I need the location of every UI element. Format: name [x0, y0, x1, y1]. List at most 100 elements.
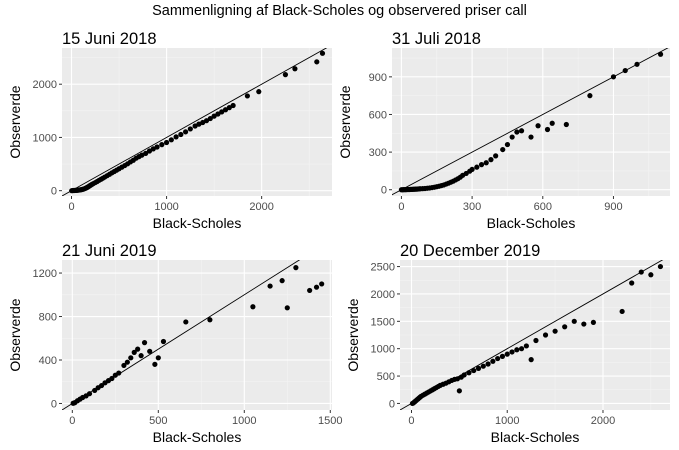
data-point — [514, 129, 520, 135]
data-point — [471, 367, 477, 374]
reference-line — [62, 48, 328, 196]
data-point — [109, 375, 115, 382]
data-point — [542, 332, 549, 338]
data-point — [466, 370, 472, 376]
y-tick-label: 0 — [381, 185, 387, 197]
data-point — [146, 148, 153, 154]
data-point — [124, 359, 130, 365]
data-point — [284, 305, 290, 311]
x-tick-label: 0 — [408, 415, 414, 427]
plot-background — [392, 48, 670, 196]
y-tick-label: 1000 — [33, 132, 57, 144]
data-point — [629, 280, 635, 286]
data-point — [226, 105, 232, 111]
data-point — [152, 361, 158, 367]
data-point — [523, 343, 529, 349]
x-axis-label: Black-Scholes — [487, 215, 576, 231]
data-point — [648, 272, 654, 278]
x-tick-label: 0 — [69, 415, 75, 427]
x-tick-label: 2000 — [591, 415, 615, 427]
data-point — [135, 346, 141, 352]
data-point — [116, 370, 122, 376]
data-point — [138, 353, 144, 359]
y-axis-label: Observerde — [7, 85, 23, 158]
data-point — [314, 59, 320, 65]
data-point — [535, 123, 541, 129]
data-point — [500, 146, 506, 153]
y-tick-label: 900 — [369, 72, 387, 84]
data-point — [147, 348, 153, 354]
y-axis-label: Observerde — [337, 85, 353, 158]
data-point — [499, 353, 506, 359]
data-point — [215, 111, 221, 117]
data-point — [319, 281, 325, 287]
data-point — [552, 328, 558, 334]
chart-panel-3: 0 500 1000 1500 0 400 800 1200 21 Juni 2019 Black… — [7, 242, 343, 445]
y-tick-label: 0 — [51, 398, 57, 410]
data-point — [563, 121, 569, 128]
x-axis-label: Black-Scholes — [491, 429, 580, 445]
data-point — [154, 144, 160, 150]
y-tick-label: 1000 — [371, 344, 395, 356]
data-point — [319, 50, 326, 56]
data-point — [483, 160, 489, 166]
data-point — [518, 346, 525, 352]
x-tick-label: 1000 — [232, 415, 256, 427]
data-point — [219, 109, 225, 115]
data-point — [121, 362, 127, 369]
y-tick-label: 600 — [369, 109, 387, 121]
data-point — [207, 115, 213, 122]
x-tick-label: 600 — [534, 201, 552, 213]
data-point — [488, 157, 494, 163]
y-tick-label: 2000 — [33, 79, 57, 91]
data-point — [619, 308, 625, 315]
data-point — [182, 129, 189, 135]
data-point — [610, 74, 617, 80]
data-point — [475, 365, 482, 371]
data-point — [518, 128, 525, 134]
data-point — [587, 93, 593, 99]
data-point — [178, 131, 184, 138]
data-point — [160, 338, 167, 345]
data-point — [267, 283, 273, 289]
data-point — [282, 72, 289, 78]
data-point — [143, 150, 149, 157]
data-point — [456, 388, 462, 394]
data-point — [562, 324, 568, 330]
x-tick-label: 0 — [68, 201, 74, 213]
y-tick-label: 1500 — [371, 316, 395, 328]
chart-panel-1: 0 1000 2000 0 1000 2000 15 Juni 2018 Black-Scho… — [7, 30, 332, 231]
y-tick-label: 500 — [377, 371, 395, 383]
data-point — [168, 137, 174, 143]
data-point — [504, 141, 511, 148]
data-point — [581, 321, 587, 327]
y-tick-label: 0 — [51, 186, 57, 198]
data-point — [514, 347, 520, 353]
x-axis-label: Black-Scholes — [153, 429, 242, 445]
data-point — [222, 107, 229, 113]
panel-title: 15 Juni 2018 — [62, 30, 157, 48]
data-point — [307, 287, 313, 294]
chart-panel-2: 0 300 600 900 0 300 600 900 31 Juli 2018 Black-Sc… — [337, 30, 670, 231]
y-tick-label: 2500 — [371, 262, 395, 274]
panel-title: 20 December 2019 — [400, 242, 540, 260]
data-point — [474, 164, 480, 170]
x-tick-label: 2000 — [249, 201, 273, 213]
data-point — [509, 134, 515, 140]
x-tick-label: 1000 — [495, 415, 519, 427]
data-point — [590, 319, 597, 326]
data-point — [469, 166, 475, 173]
data-point — [187, 126, 193, 132]
data-point — [478, 162, 485, 168]
x-tick-label: 300 — [463, 201, 481, 213]
x-tick-label: 0 — [398, 201, 404, 213]
data-point — [495, 355, 501, 362]
data-point — [638, 269, 644, 275]
data-point — [528, 134, 534, 140]
data-point — [163, 139, 170, 146]
data-point — [509, 349, 515, 355]
data-point — [155, 355, 161, 361]
y-tick-label: 300 — [369, 147, 387, 159]
data-point — [128, 355, 134, 361]
data-point — [292, 66, 298, 72]
